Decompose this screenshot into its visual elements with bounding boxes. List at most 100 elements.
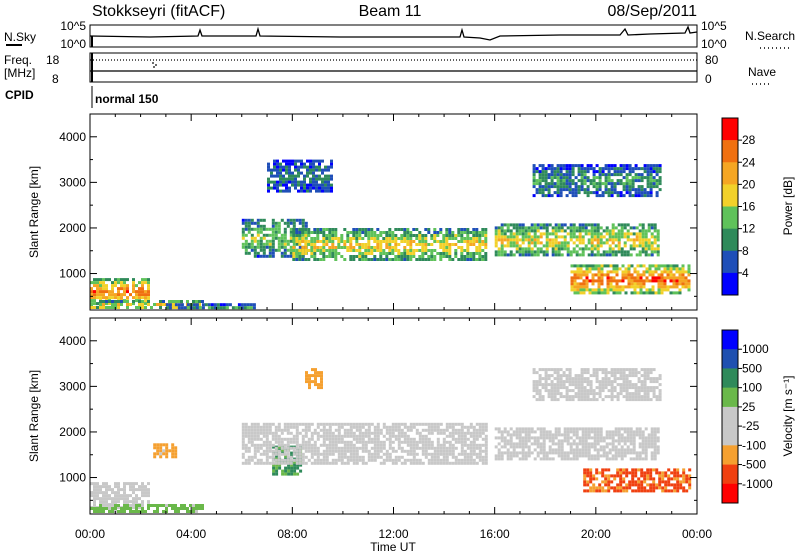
scatter-cell xyxy=(623,454,627,458)
scatter-cell xyxy=(563,451,567,455)
scatter-cell xyxy=(331,458,335,462)
scatter-cell xyxy=(394,240,398,243)
scatter-cell xyxy=(448,246,452,249)
scatter-cell xyxy=(358,425,362,429)
scatter-cell xyxy=(334,237,338,240)
scatter-cell xyxy=(601,173,605,177)
scatter-cell xyxy=(635,454,639,458)
scatter-cell xyxy=(99,497,102,501)
scatter-cell xyxy=(584,451,588,455)
scatter-cell xyxy=(650,451,654,455)
scatter-cell xyxy=(512,232,516,236)
scatter-cell xyxy=(613,167,617,171)
scatter-cell xyxy=(394,246,398,249)
scatter-cell xyxy=(105,290,108,294)
scatter-cell xyxy=(518,229,522,233)
scatter-cell xyxy=(364,422,368,426)
scatter-cell xyxy=(460,252,464,255)
scatter-cell xyxy=(653,454,657,458)
scatter-cell xyxy=(587,445,591,449)
scatter-cell xyxy=(512,433,516,437)
scatter-cell xyxy=(394,243,398,246)
scatter-cell xyxy=(448,440,452,444)
scatter-cell xyxy=(358,252,362,255)
scatter-cell xyxy=(391,234,395,237)
scatter-cell xyxy=(556,371,560,375)
scatter-cell xyxy=(666,288,670,292)
scatter-cell xyxy=(559,377,563,381)
scatter-cell xyxy=(484,243,488,246)
scatter-cell xyxy=(472,449,476,453)
scatter-cell xyxy=(358,255,362,258)
scatter-cell xyxy=(460,461,464,465)
scatter-cell xyxy=(412,252,416,255)
scatter-cell xyxy=(244,233,248,237)
scatter-cell xyxy=(273,165,276,169)
scatter-cell xyxy=(391,240,395,243)
scatter-cell xyxy=(568,380,572,384)
scatter-cell xyxy=(634,480,638,484)
scatter-cell xyxy=(478,446,482,450)
scatter-cell xyxy=(385,449,389,453)
scatter-cell xyxy=(286,218,290,222)
scatter-cell xyxy=(617,223,621,227)
scatter-cell xyxy=(582,282,586,286)
scatter-cell xyxy=(304,443,308,447)
scatter-cell xyxy=(466,431,470,435)
scatter-cell xyxy=(159,443,163,447)
scatter-cell xyxy=(557,448,561,452)
scatter-cell xyxy=(247,461,251,465)
scatter-cell xyxy=(640,176,644,180)
scatter-cell xyxy=(276,186,279,190)
scatter-cell xyxy=(603,291,607,295)
scatter-cell xyxy=(271,239,275,243)
scatter-cell xyxy=(460,452,464,456)
scatter-cell xyxy=(397,440,401,444)
scatter-cell xyxy=(586,185,590,189)
scatter-cell xyxy=(643,368,647,372)
scatter-cell xyxy=(418,431,422,435)
colorbar-swatch xyxy=(722,206,738,229)
scatter-cell xyxy=(646,483,650,487)
scatter-cell xyxy=(90,306,93,309)
scatter-cell xyxy=(156,507,159,510)
scatter-cell xyxy=(262,431,266,435)
scatter-cell xyxy=(310,255,314,258)
scatter-cell xyxy=(497,250,501,254)
scatter-cell xyxy=(635,457,639,461)
scatter-cell xyxy=(604,380,608,384)
scatter-cell xyxy=(250,437,254,441)
scatter-cell xyxy=(409,437,413,441)
scatter-cell xyxy=(286,440,290,444)
scatter-cell xyxy=(430,234,434,237)
scatter-cell xyxy=(448,228,452,231)
scatter-cell xyxy=(117,485,120,489)
scatter-cell xyxy=(135,494,138,498)
scatter-cell xyxy=(436,440,440,444)
scatter-cell xyxy=(243,306,247,310)
scatter-cell xyxy=(328,240,332,243)
scatter-cell xyxy=(102,510,105,513)
scatter-cell xyxy=(343,434,347,438)
scatter-cell xyxy=(571,389,575,393)
scatter-cell xyxy=(669,291,673,295)
scatter-cell xyxy=(168,504,171,507)
scatter-cell xyxy=(518,238,522,242)
freq-unit: [MHz] xyxy=(4,66,35,80)
scatter-cell xyxy=(645,288,649,292)
scatter-cell xyxy=(286,431,290,435)
scatter-cell xyxy=(457,258,461,261)
scatter-cell xyxy=(265,431,269,435)
scatter-cell xyxy=(409,449,413,453)
scatter-cell xyxy=(541,164,545,168)
scatter-cell xyxy=(259,227,263,231)
scatter-cell xyxy=(284,466,288,470)
scatter-cell xyxy=(597,276,601,280)
scatter-cell xyxy=(608,238,612,242)
scatter-cell xyxy=(586,380,590,384)
scatter-cell xyxy=(632,436,636,440)
scatter-cell xyxy=(448,234,452,237)
scatter-cell xyxy=(560,433,564,437)
scatter-cell xyxy=(635,451,639,455)
scatter-cell xyxy=(442,234,446,237)
